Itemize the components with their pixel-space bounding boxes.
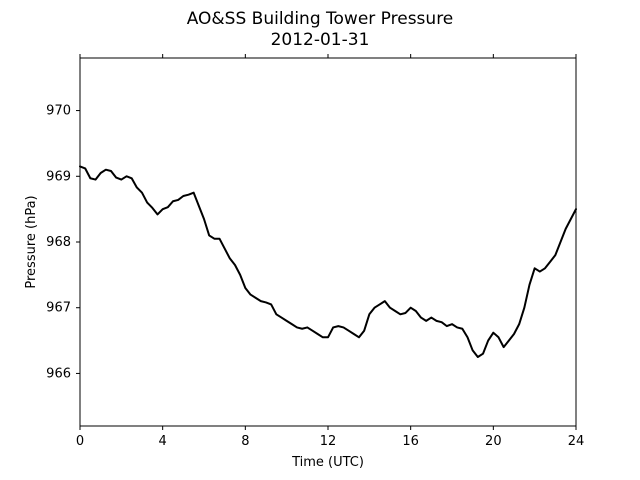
x-tick-label-4: 16 — [402, 434, 419, 449]
chart-title: AO&SS Building Tower Pressure — [187, 9, 454, 29]
x-tick-label-5: 20 — [485, 434, 502, 449]
x-tick-label-6: 24 — [568, 434, 585, 449]
y-axis-label: Pressure (hPa) — [24, 195, 39, 288]
y-tick-label-0: 966 — [46, 366, 71, 381]
plot-frame — [79, 57, 577, 427]
x-tick-label-3: 12 — [320, 434, 337, 449]
plot-area — [79, 57, 577, 427]
x-tick-label-0: 0 — [76, 434, 84, 449]
chart-subtitle: 2012-01-31 — [271, 30, 370, 50]
y-tick-label-1: 967 — [46, 301, 71, 316]
x-axis-label: Time (UTC) — [291, 455, 364, 470]
x-axis-ticks: 0 4 8 12 16 20 24 — [76, 54, 584, 449]
pressure-series-line-0 — [79, 165, 577, 358]
y-tick-label-3: 969 — [46, 169, 71, 184]
series-layer — [79, 165, 577, 358]
y-axis-ticks: 966 967 968 969 970 — [46, 104, 80, 381]
y-tick-label-2: 968 — [46, 235, 71, 250]
y-tick-label-4: 970 — [46, 104, 71, 119]
x-tick-label-2: 8 — [241, 434, 249, 449]
x-tick-label-1: 4 — [159, 434, 167, 449]
